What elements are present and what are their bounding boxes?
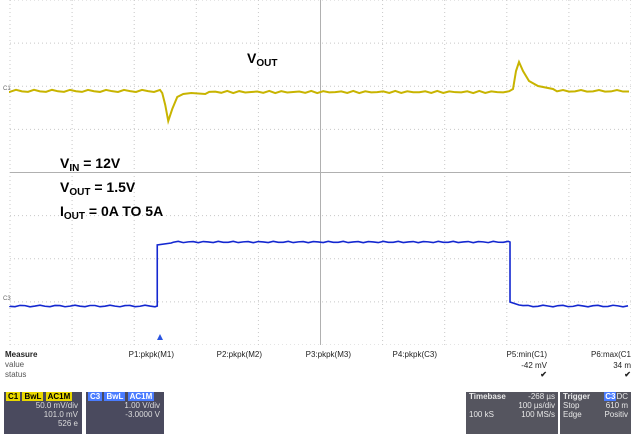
timebase-descriptor[interactable]: Timebase -268 µs 100 µs/div 100 kS 100 MS/… — [466, 392, 558, 434]
ch1-marker: C1 — [3, 86, 11, 92]
trigger-level: 610 m — [605, 401, 628, 410]
ch3-descriptor[interactable]: C3 BwL AC1M 1.00 V/div -3.0000 V — [86, 392, 164, 434]
param-p4[interactable]: P4:pkpk(C3) — [392, 350, 437, 359]
scope-plot: C1 C3 — [3, 0, 631, 345]
iout-annotation: IOUT = 0A TO 5A — [60, 203, 164, 222]
trigger-type: Edge — [563, 410, 582, 419]
measure-row-value: value — [5, 360, 25, 369]
ch1-offset: 101.0 mV — [43, 410, 78, 419]
ch3-scale: 1.00 V/div — [124, 401, 160, 410]
trigger-descriptor[interactable]: Trigger C3DC Stop 610 m Edge Positiv — [560, 392, 631, 434]
ch3-offset: -3.0000 V — [125, 410, 160, 419]
vout-annotation: VOUT — [247, 50, 278, 69]
vout-waveform — [9, 59, 630, 125]
trigger-slope: Positiv — [604, 410, 628, 419]
graticule — [9, 0, 631, 345]
ch1-bwl: BwL — [22, 392, 44, 401]
param-p1[interactable]: P1:pkpk(M1) — [128, 350, 174, 359]
trigger-label: Trigger — [563, 392, 591, 401]
ch3-marker: C3 — [3, 296, 11, 302]
ch3-bwl: BwL — [104, 392, 126, 401]
trigger-mode: Stop — [563, 401, 580, 410]
measure-title: Measure — [5, 350, 38, 359]
timebase-label: Timebase — [469, 392, 506, 401]
param-p3[interactable]: P3:pkpk(M3) — [305, 350, 351, 359]
vin-annotation: VIN = 12V — [60, 155, 121, 174]
vout-setting-annotation: VOUT = 1.5V — [60, 179, 136, 198]
iout-waveform — [9, 240, 629, 308]
ch1-scale: 50.0 mV/div — [35, 401, 78, 410]
param-p2[interactable]: P2:pkpk(M2) — [216, 350, 262, 359]
measure-table: Measure value status P1:pkpk(M1) P2:pkpk… — [0, 350, 631, 392]
trigger-position-marker — [157, 334, 163, 340]
timebase-rate: 100 MS/s — [521, 410, 555, 419]
trigger-source-tag: C3 — [604, 392, 617, 401]
ch1-tag: C1 — [6, 392, 21, 401]
ch3-tag: C3 — [88, 392, 103, 401]
ch1-extra: 526 e — [57, 419, 78, 428]
timebase-per-div: 100 µs/div — [518, 401, 555, 410]
param-p5[interactable]: P5:min(C1) -42 mV ✔ — [506, 350, 547, 379]
measure-row-status: status — [5, 370, 27, 379]
trigger-coupling: DC — [616, 392, 628, 401]
ch3-coupling: AC1M — [127, 392, 155, 401]
ch1-descriptor[interactable]: C1 BwL AC1M 50.0 mV/div 101.0 mV 526 e — [4, 392, 82, 434]
timebase-samples: 100 kS — [469, 410, 494, 419]
param-p6[interactable]: P6:max(C1 34 m ✔ — [590, 350, 631, 379]
timebase-delay: -268 µs — [528, 392, 555, 401]
ch1-coupling: AC1M — [45, 392, 73, 401]
